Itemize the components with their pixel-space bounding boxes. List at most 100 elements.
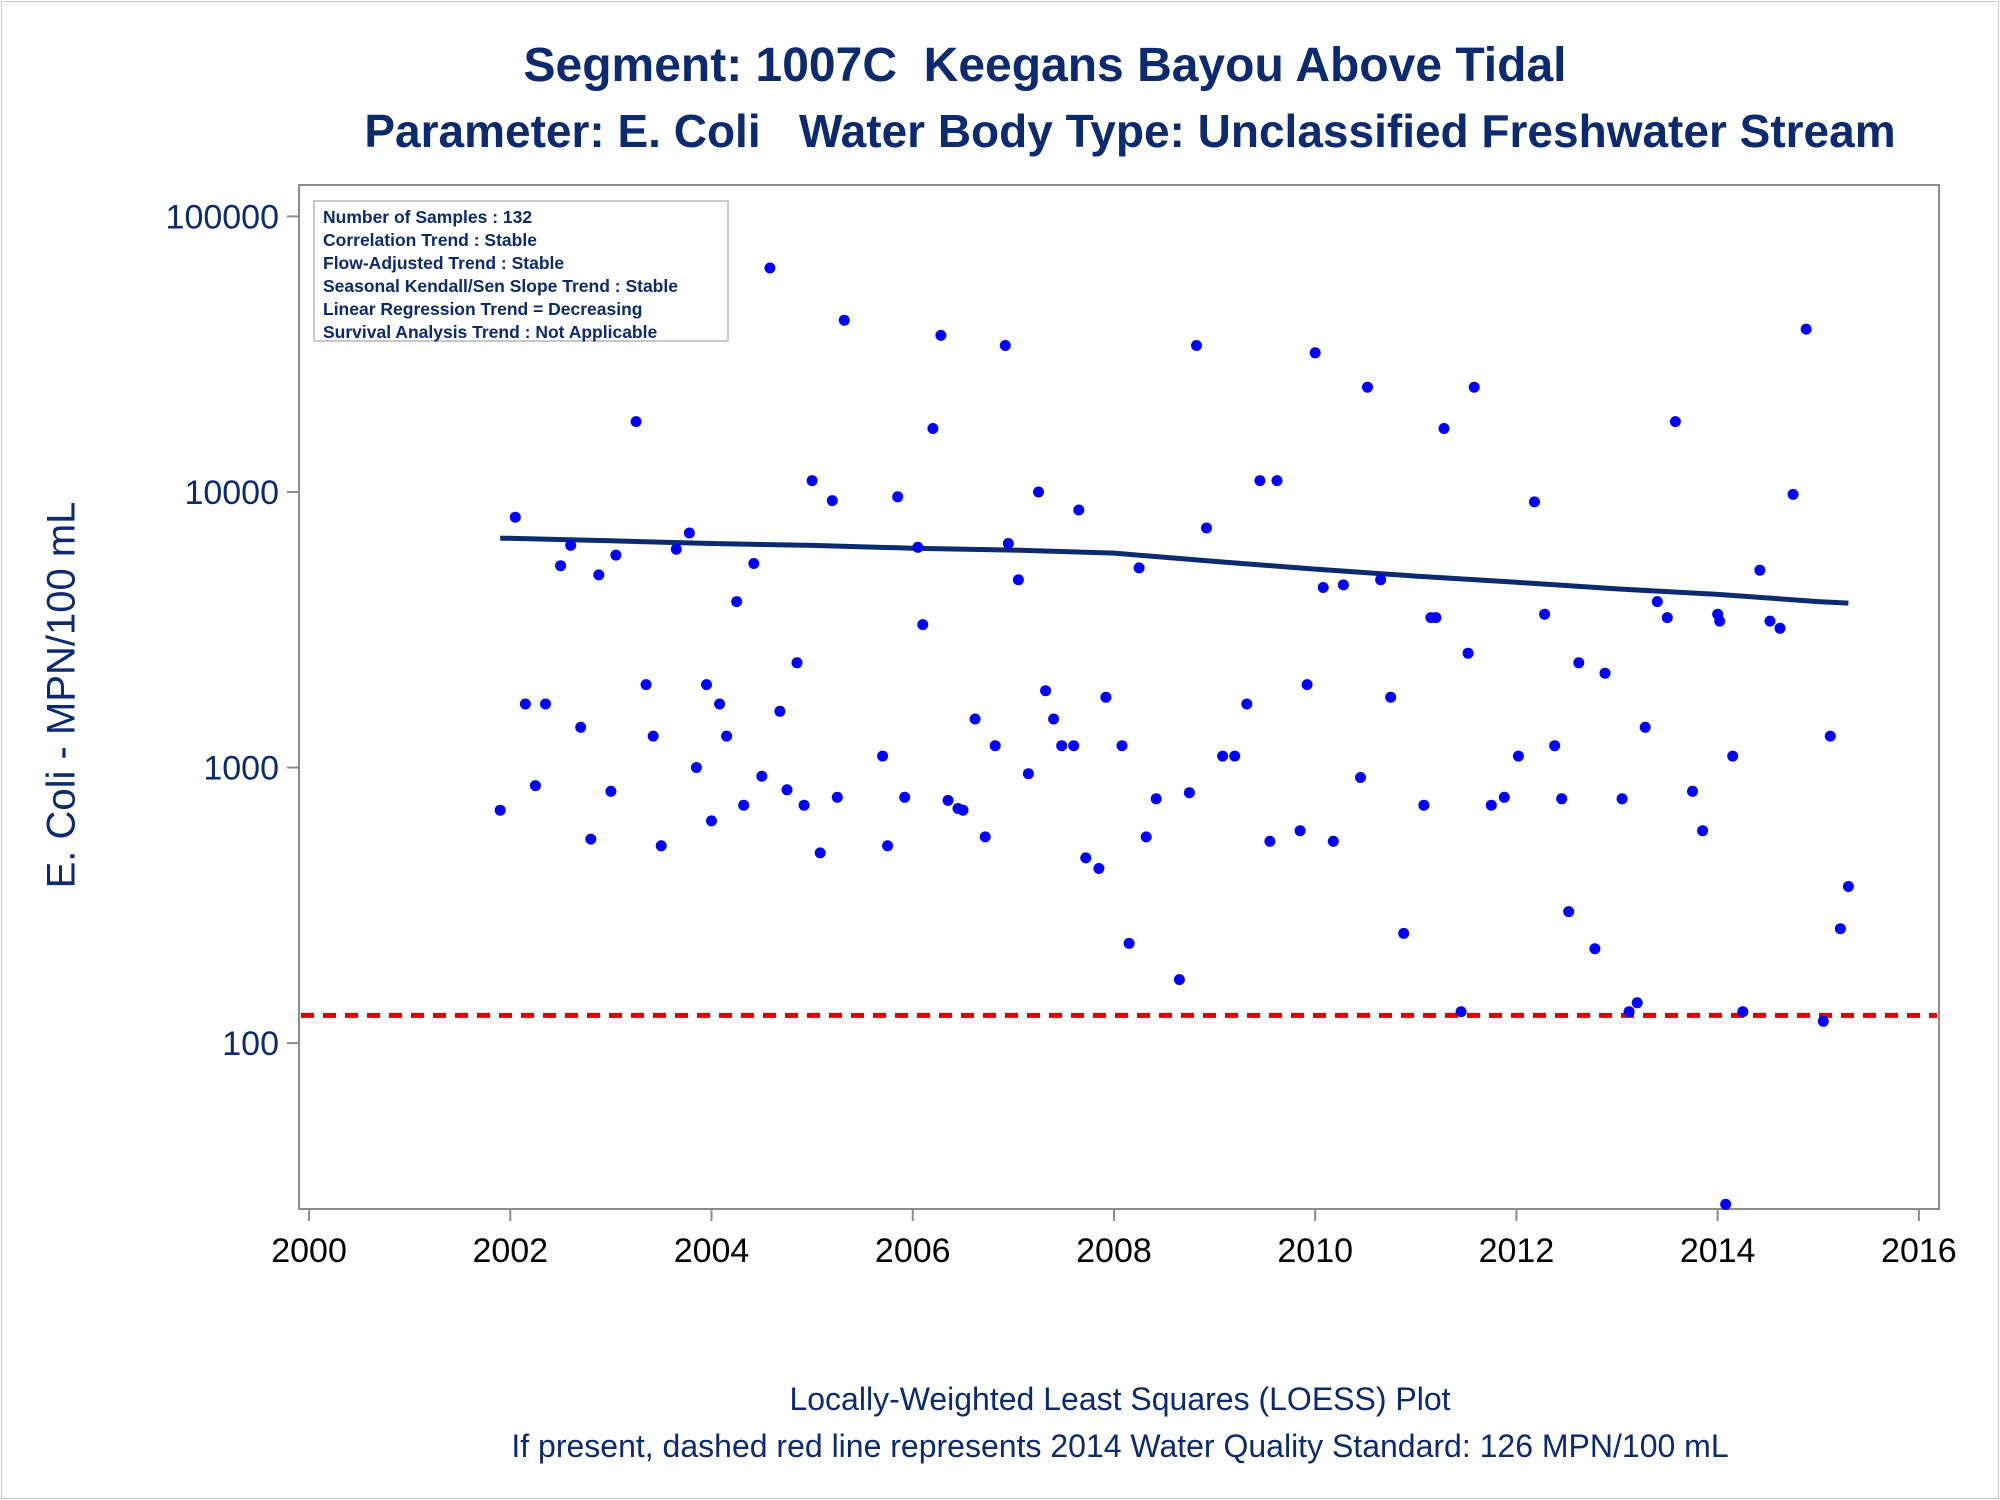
data-point: [565, 539, 577, 551]
data-point: [1229, 750, 1241, 762]
data-point: [877, 750, 889, 762]
data-point: [509, 511, 521, 523]
data-point: [1002, 538, 1014, 549]
stats-line: Flow-Adjusted Trend : Stable: [323, 253, 565, 273]
data-point: [1073, 504, 1085, 516]
y-tick-label: 100000: [166, 198, 279, 236]
data-point: [1687, 785, 1698, 797]
data-point: [912, 541, 924, 553]
data-point: [1754, 564, 1766, 576]
data-point: [917, 619, 929, 631]
data-point: [979, 831, 991, 843]
x-tick-label: 2012: [1479, 1232, 1555, 1270]
data-point: [647, 730, 659, 742]
data-point: [1539, 608, 1551, 620]
data-point: [899, 791, 911, 803]
data-point: [748, 558, 760, 569]
data-point: [1737, 1006, 1749, 1018]
data-point: [1563, 906, 1575, 918]
x-tick-label: 2006: [875, 1232, 951, 1270]
stats-line: Survival Analysis Trend : Not Applicable: [323, 322, 658, 342]
data-point: [774, 705, 786, 717]
data-point: [1697, 825, 1709, 837]
data-point: [1824, 730, 1836, 742]
data-point: [593, 569, 605, 581]
data-point: [1375, 574, 1387, 586]
data-point: [683, 527, 695, 539]
data-point: [1385, 691, 1397, 703]
data-point: [1817, 1015, 1829, 1027]
data-point: [756, 770, 768, 782]
data-point: [806, 475, 818, 487]
data-point: [1639, 721, 1651, 733]
chart-subtitle: Parameter: E. Coli Water Body Type: Uncl…: [364, 105, 1896, 157]
data-point: [701, 679, 712, 691]
data-point: [1173, 974, 1185, 986]
data-point: [655, 840, 667, 852]
data-point: [989, 740, 1001, 752]
data-point: [1616, 793, 1628, 805]
data-point: [1631, 997, 1643, 1009]
data-point: [1430, 612, 1442, 624]
data-point: [1201, 522, 1212, 534]
data-point: [1022, 768, 1034, 780]
data-point: [540, 698, 551, 710]
data-point: [1714, 615, 1726, 627]
data-point: [494, 804, 506, 816]
data-point: [1183, 787, 1195, 799]
data-point: [670, 543, 682, 555]
data-point: [1589, 943, 1601, 955]
data-point: [1012, 574, 1024, 586]
data-point: [882, 840, 894, 852]
data-point: [1150, 793, 1162, 805]
data-point: [1040, 685, 1052, 697]
axes-layer: 2000 2002 2004 2006 2008 2010 2012 2014 2016 100 1…: [166, 198, 1957, 1270]
data-point: [927, 423, 939, 434]
data-point: [731, 596, 743, 608]
data-point: [1529, 496, 1540, 508]
data-point: [1068, 740, 1080, 752]
data-point: [1556, 793, 1568, 805]
data-point: [999, 340, 1011, 351]
data-point: [1787, 488, 1799, 500]
stats-line: Seasonal Kendall/Sen Slope Trend : Stabl…: [323, 276, 678, 296]
data-point: [1271, 475, 1283, 487]
data-point: [1362, 381, 1373, 393]
data-point: [1116, 740, 1128, 752]
data-point: [1123, 937, 1135, 949]
data-point: [826, 495, 838, 507]
footnote-method: Locally-Weighted Least Squares (LOESS) P…: [789, 1381, 1451, 1417]
data-point: [969, 713, 981, 725]
stats-line: Correlation Trend : Stable: [323, 230, 537, 250]
data-point: [1623, 1006, 1635, 1018]
data-point: [1485, 799, 1497, 811]
data-point: [1241, 698, 1253, 710]
chart-title: Segment: 1007C Keegans Bayou Above Tidal: [523, 39, 1567, 92]
y-tick-label: 10000: [184, 474, 279, 512]
y-tick-label: 1000: [203, 750, 279, 788]
data-point: [1462, 647, 1474, 659]
loess-trend-line: [500, 535, 1849, 606]
data-point: [610, 549, 622, 561]
data-point: [764, 262, 776, 274]
points-layer: [494, 262, 1854, 1210]
data-point: [1080, 852, 1092, 864]
data-point: [1573, 657, 1585, 669]
data-point: [1048, 713, 1060, 725]
loess-layer: [500, 535, 1849, 606]
data-point: [942, 794, 954, 806]
data-point: [935, 329, 947, 341]
data-point: [640, 679, 652, 691]
data-point: [831, 791, 843, 803]
trend-stats-box: Number of Samples : 132 Correlation Tren…: [313, 200, 729, 342]
x-tick-label: 2014: [1680, 1232, 1756, 1270]
data-point: [1418, 799, 1430, 811]
data-point: [721, 730, 733, 742]
data-point: [1294, 825, 1306, 837]
data-point: [892, 491, 904, 503]
x-tick-label: 2016: [1881, 1232, 1957, 1270]
data-point: [1764, 615, 1776, 627]
data-point: [738, 799, 750, 811]
data-point: [1217, 750, 1229, 762]
data-point: [1834, 923, 1846, 935]
